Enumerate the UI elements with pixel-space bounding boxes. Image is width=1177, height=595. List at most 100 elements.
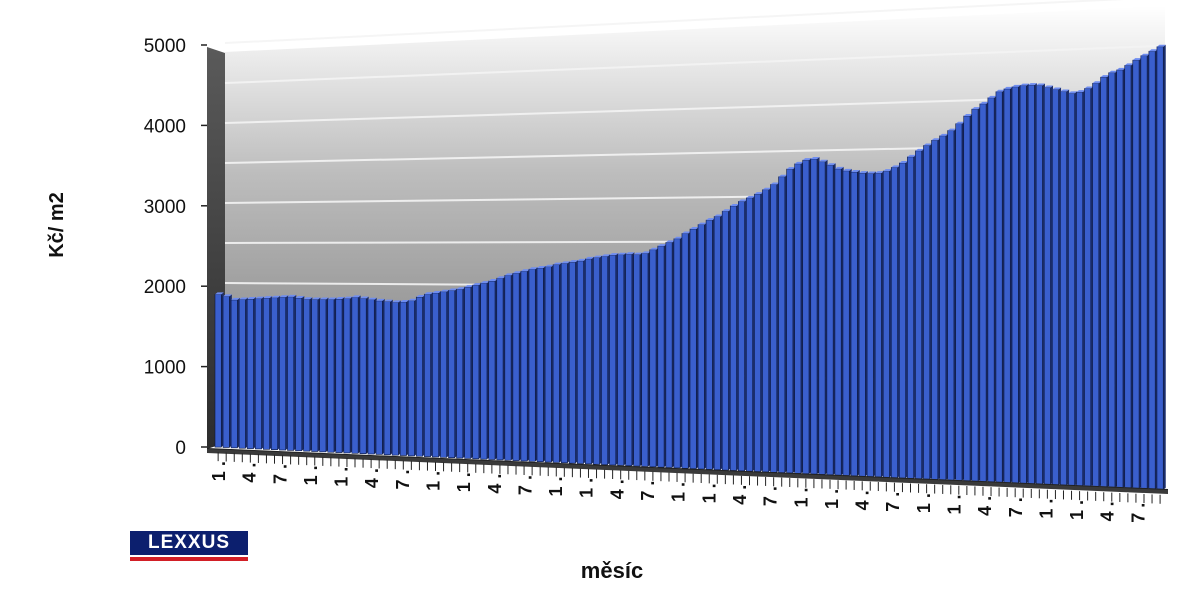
bar-front [1068,93,1075,487]
bar-front [407,300,415,457]
bar-front [424,293,431,457]
bar-top [907,154,917,157]
x-tick-label: 1 . [914,493,934,513]
bar-top [690,227,699,230]
bar-front [593,257,600,465]
bar [1100,75,1110,488]
bar-front [440,291,448,458]
bar-front [279,296,286,451]
bar-front [399,301,407,456]
bar-top [545,264,554,267]
bar-top [1148,49,1158,52]
bar-side [1163,44,1166,490]
bar [568,260,579,464]
bar-top [1140,53,1150,56]
x-tick-label: 4 . [730,485,750,505]
bar [705,218,715,470]
bar-top [1092,81,1102,84]
logo-stripe [130,557,248,561]
bar-top [1052,87,1062,90]
bar [890,165,901,479]
bar-front [488,280,496,460]
bar-top [939,133,949,136]
y-tick-label: 3000 [144,197,186,218]
bar-top [376,298,385,301]
x-tick-label: 7 . [638,481,658,501]
bar-top [488,279,498,282]
bar-front [697,224,705,470]
bar-top [215,292,224,295]
bar-top [875,171,884,174]
bar-top [987,95,997,98]
bar-front [327,299,335,453]
bar-front [568,261,576,464]
bar [560,261,570,464]
bar [1019,83,1029,484]
bar-top [923,143,933,146]
bar-top [1076,90,1086,93]
bar [915,148,925,480]
bar-front [609,254,617,466]
bar [238,297,248,449]
bar-front [432,292,439,458]
bar [826,163,836,476]
bar-top [424,292,434,295]
bar [979,101,989,483]
x-tick-label: 4 . [607,479,627,499]
bar-top [754,192,764,195]
x-tick-label: 1 . [209,461,229,481]
bar-top [335,297,345,300]
bar [287,294,297,451]
bar-front [810,158,818,475]
x-tick-label: 1 . [332,467,352,487]
bar-front [456,288,464,459]
bar-top [834,166,844,169]
y-tick-label: 2000 [144,277,186,298]
bar-front [246,298,254,449]
bar-front [786,168,794,474]
bar [721,209,731,471]
bar [1011,84,1021,484]
bar-top [448,288,458,291]
bar-front [842,170,850,476]
bar [1116,67,1126,489]
floor-face [207,449,1168,494]
bar [1140,53,1150,490]
bar-front [625,253,633,467]
bar-front [536,267,544,463]
bar-top [722,209,731,212]
bar [625,252,635,467]
bar [424,292,434,457]
bar [657,244,667,468]
bar [230,297,240,449]
x-tick-label: 1 . [669,482,689,502]
bar-front [874,172,882,478]
bar-front [552,264,560,463]
bar [1084,86,1094,487]
bar-front [263,297,270,450]
bar-top [1100,75,1110,78]
bar-top [915,148,925,151]
bar [963,114,973,482]
bar-top [384,299,393,302]
x-tick-label: 4 . [485,474,505,494]
x-tick-label: 1 . [1036,499,1056,519]
bar [971,107,981,482]
bar-top [947,128,957,131]
bar-top [633,252,643,255]
bar [367,297,377,455]
bar [1108,70,1118,488]
bar [536,265,546,463]
bar [456,287,466,459]
bar-top [971,107,981,110]
bar-top [601,254,611,257]
bar-front [343,298,351,454]
bar [641,251,651,467]
bar-front [794,163,802,474]
bar-front [665,242,673,468]
y-tick-label: 0 [175,438,186,459]
bar-front [512,272,520,461]
bar-front [689,228,697,469]
bar-top [1068,91,1078,94]
